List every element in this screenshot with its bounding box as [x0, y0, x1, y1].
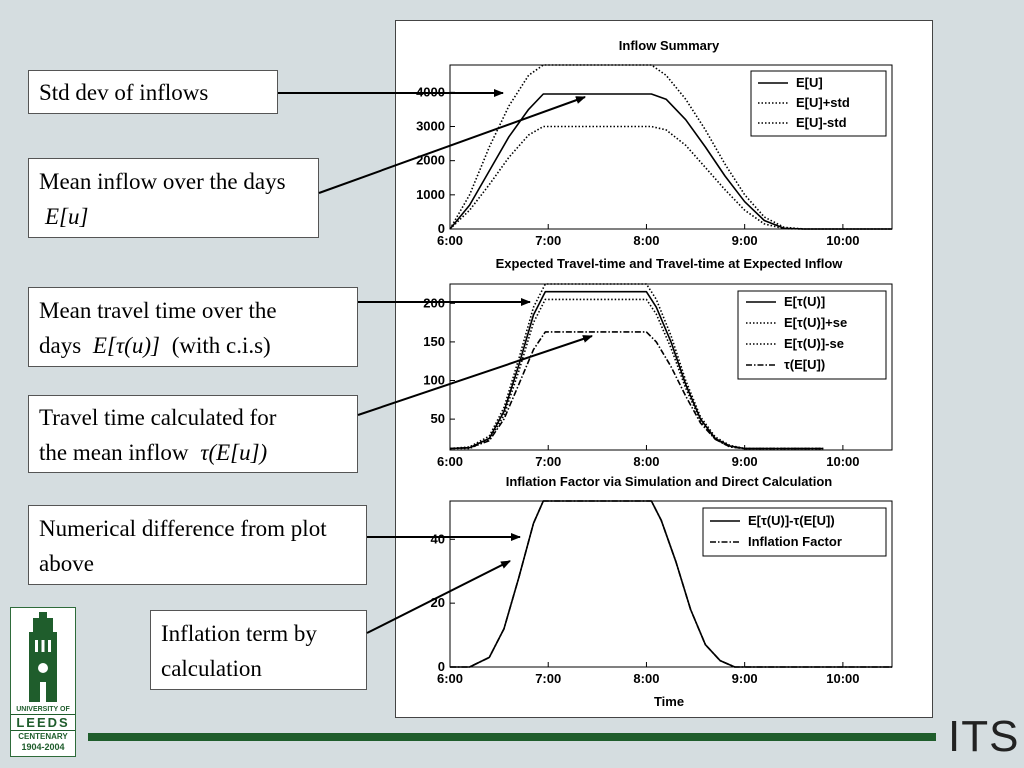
plot2-xtick-label-0: 6:00: [437, 454, 463, 469]
callout-mean-travel-suffix: (with c.i.s): [171, 333, 271, 358]
plot-inflow-summary: Inflow Summary 6:00 7:00 8:00 9:00 10:00 0 100…: [416, 38, 893, 248]
plot3-xtick-label-0: 6:00: [437, 671, 463, 686]
plot3-xtick-label-2: 8:00: [633, 671, 659, 686]
plot3-legend-box: [702, 507, 887, 557]
logo-university-of: UNIVERSITY OF: [16, 706, 70, 713]
plot2-series-2: [450, 298, 824, 450]
plot3-legend-label-1: Inflation Factor: [748, 534, 842, 549]
callout-travel-calc-math: τ(E[u]): [200, 440, 268, 465]
plot-travel-time: Expected Travel-time and Travel-time at …: [423, 256, 893, 469]
plot2-series: [449, 283, 824, 450]
plot3-legend-label-0: E[τ(U)]-τ(E[U]): [748, 513, 835, 528]
plot3-xtick-label-4: 10:00: [826, 671, 859, 686]
callout-mean-travel-math: E[τ(u)]: [92, 333, 160, 358]
plot1-xtick-label-2: 8:00: [633, 233, 659, 248]
plot1-xtick-label-1: 7:00: [535, 233, 561, 248]
plot1-series-1: [449, 64, 892, 230]
callout-mean-inflow: Mean inflow over the days E[u]: [28, 158, 319, 238]
leeds-centenary-logo: UNIVERSITY OF LEEDS CENTENARY 1904-2004: [10, 607, 76, 757]
callout-std-dev: Std dev of inflows: [28, 70, 278, 114]
plot3-title: Inflation Factor via Simulation and Dire…: [506, 474, 833, 489]
callout-mean-travel-line2: days E[τ(u)] (with c.i.s): [39, 328, 347, 363]
plot2-ytick-label-0: 50: [431, 411, 445, 426]
plot3-ytick-label-1: 20: [431, 595, 445, 610]
callout-mean-inflow-math: E[u]: [45, 204, 89, 229]
plot3-ticks: 6:00 7:00 8:00 9:00 10:00 0 20 40: [431, 531, 860, 686]
figure-panel: Inflow Summary 6:00 7:00 8:00 9:00 10:00 0 100…: [395, 20, 933, 718]
plot1-legend-label-2: E[U]-std: [796, 115, 847, 130]
callout-numerical-diff: Numerical difference from plot above: [28, 505, 367, 585]
callout-mean-travel-days: days: [39, 333, 82, 358]
plot1-ytick-label-0: 0: [438, 221, 445, 236]
plot3-ytick-label-0: 0: [438, 659, 445, 674]
plot2-ytick-label-1: 100: [423, 373, 445, 388]
callout-travel-calc: Travel time calculated for the mean infl…: [28, 395, 358, 473]
logo-years: 1904-2004: [21, 742, 65, 752]
plot-inflation-factor: Inflation Factor via Simulation and Dire…: [431, 474, 893, 709]
plot1-ytick-label-4: 4000: [416, 84, 445, 99]
callout-mean-inflow-text: Mean inflow over the days: [39, 169, 286, 194]
plot3-legend: E[τ(U)]-τ(E[U]) Inflation Factor: [702, 507, 887, 557]
its-logo: ITS: [948, 712, 1020, 761]
footer-green-bar: [88, 733, 936, 741]
callout-inflation-term: Inflation term by calculation: [150, 610, 367, 690]
plot3-xtick-label-1: 7:00: [535, 671, 561, 686]
callout-mean-travel-line1: Mean travel time over the: [39, 298, 277, 323]
plot2-legend-label-0: E[τ(U)]: [784, 294, 825, 309]
logo-centenary: CENTENARY: [18, 732, 68, 741]
callout-std-dev-text: Std dev of inflows: [39, 80, 209, 105]
plot2-legend-label-2: E[τ(U)]-se: [784, 336, 844, 351]
plot1-xtick-label-0: 6:00: [437, 233, 463, 248]
plot1-xtick-label-4: 10:00: [826, 233, 859, 248]
parkinson-tower-icon: [29, 612, 57, 702]
plot1-ytick-label-1: 1000: [416, 187, 445, 202]
plot1-ytick-label-3: 3000: [416, 119, 445, 134]
plot2-xtick-label-1: 7:00: [535, 454, 561, 469]
callout-inflation-term-text: Inflation term by calculation: [161, 621, 317, 681]
callout-travel-calc-text: the mean inflow: [39, 440, 189, 465]
callout-travel-calc-line2: the mean inflow τ(E[u]): [39, 435, 347, 470]
plot2-ytick-label-3: 200: [423, 295, 445, 310]
plot3-ytick-label-2: 40: [431, 531, 445, 546]
plot1-legend-label-0: E[U]: [796, 75, 823, 90]
plot2-series-1: [449, 283, 824, 450]
plot2-xtick-label-2: 8:00: [633, 454, 659, 469]
plot2-xtick-label-4: 10:00: [826, 454, 859, 469]
plot3-xlabel: Time: [654, 694, 684, 709]
plot1-xtick-label-3: 9:00: [732, 233, 758, 248]
plot1-legend: E[U] E[U]+std E[U]-std: [750, 70, 887, 137]
plot2-title: Expected Travel-time and Travel-time at …: [496, 256, 844, 271]
plot2-xtick-label-3: 9:00: [732, 454, 758, 469]
plot1-legend-label-1: E[U]+std: [796, 95, 850, 110]
callout-travel-calc-line1: Travel time calculated for: [39, 405, 277, 430]
logo-leeds: LEEDS: [11, 714, 75, 731]
plot3-series: [450, 500, 892, 668]
plot2-legend-label-1: E[τ(U)]+se: [784, 315, 847, 330]
plots-svg: Inflow Summary 6:00 7:00 8:00 9:00 10:00 0 100…: [416, 38, 893, 709]
callout-mean-travel: Mean travel time over the days E[τ(u)] (…: [28, 287, 358, 367]
plot1-ytick-label-2: 2000: [416, 153, 445, 168]
callout-numerical-diff-text: Numerical difference from plot above: [39, 516, 327, 576]
plot3-series-1: [450, 500, 892, 668]
plot1-title: Inflow Summary: [619, 38, 720, 53]
plot2-legend: E[τ(U)] E[τ(U)]+se E[τ(U)]-se τ(E[U]): [737, 290, 887, 380]
plot2-legend-label-3: τ(E[U]): [784, 357, 825, 372]
plot2-ytick-label-2: 150: [423, 334, 445, 349]
plot3-xtick-label-3: 9:00: [732, 671, 758, 686]
